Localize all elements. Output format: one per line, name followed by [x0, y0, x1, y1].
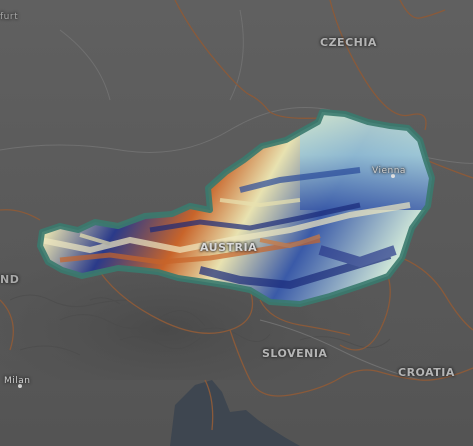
vienna-marker[interactable]: [391, 174, 395, 178]
austria-boundary: [37, 109, 435, 307]
relief-texture: [9, 294, 391, 356]
milan-marker[interactable]: [18, 384, 22, 388]
country-borders: [0, 0, 473, 431]
adriatic-sea: [170, 380, 300, 446]
